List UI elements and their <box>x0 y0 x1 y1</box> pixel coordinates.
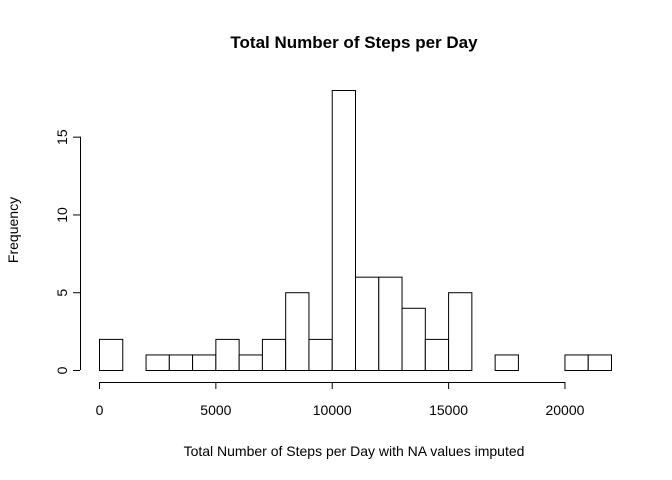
bars-group <box>99 90 612 372</box>
x-ticks: 0 5000 10000 15000 20000 <box>96 382 585 418</box>
histogram-bar <box>355 276 380 372</box>
histogram-bar <box>261 338 287 372</box>
y-axis-label: Frequency <box>5 197 21 263</box>
histogram-bar <box>331 90 357 371</box>
histogram-bar <box>145 354 170 372</box>
x-tick-label: 5000 <box>200 402 231 418</box>
histogram-bar <box>424 338 450 372</box>
histogram-bar <box>168 354 194 372</box>
y-tick-label: 10 <box>54 207 70 223</box>
histogram-bar <box>587 354 612 372</box>
histogram-bar <box>192 354 217 372</box>
y-ticks: 0 5 10 15 <box>54 129 80 374</box>
chart-title: Total Number of Steps per Day <box>230 33 478 52</box>
x-tick-label: 20000 <box>545 402 584 418</box>
x-tick-label: 15000 <box>429 402 468 418</box>
histogram-bar <box>564 354 589 372</box>
y-axis: 0 5 10 15 <box>54 129 81 374</box>
y-tick-label: 0 <box>54 366 70 374</box>
histogram-bar <box>378 276 403 372</box>
y-tick-label: 15 <box>54 129 70 145</box>
histogram-bar <box>238 354 263 372</box>
x-axis-label: Total Number of Steps per Day with NA va… <box>184 443 525 459</box>
x-tick-label: 10000 <box>313 402 352 418</box>
y-tick-label: 5 <box>54 289 70 297</box>
histogram-bar <box>494 354 519 372</box>
x-axis: 0 5000 10000 15000 20000 <box>96 382 585 418</box>
histogram-bar <box>99 338 124 372</box>
histogram-bar <box>285 292 310 371</box>
histogram-bar <box>308 338 333 372</box>
histogram-bar <box>215 338 240 372</box>
x-tick-label: 0 <box>96 402 104 418</box>
histogram-bar <box>401 307 426 371</box>
histogram-bar <box>448 292 473 371</box>
